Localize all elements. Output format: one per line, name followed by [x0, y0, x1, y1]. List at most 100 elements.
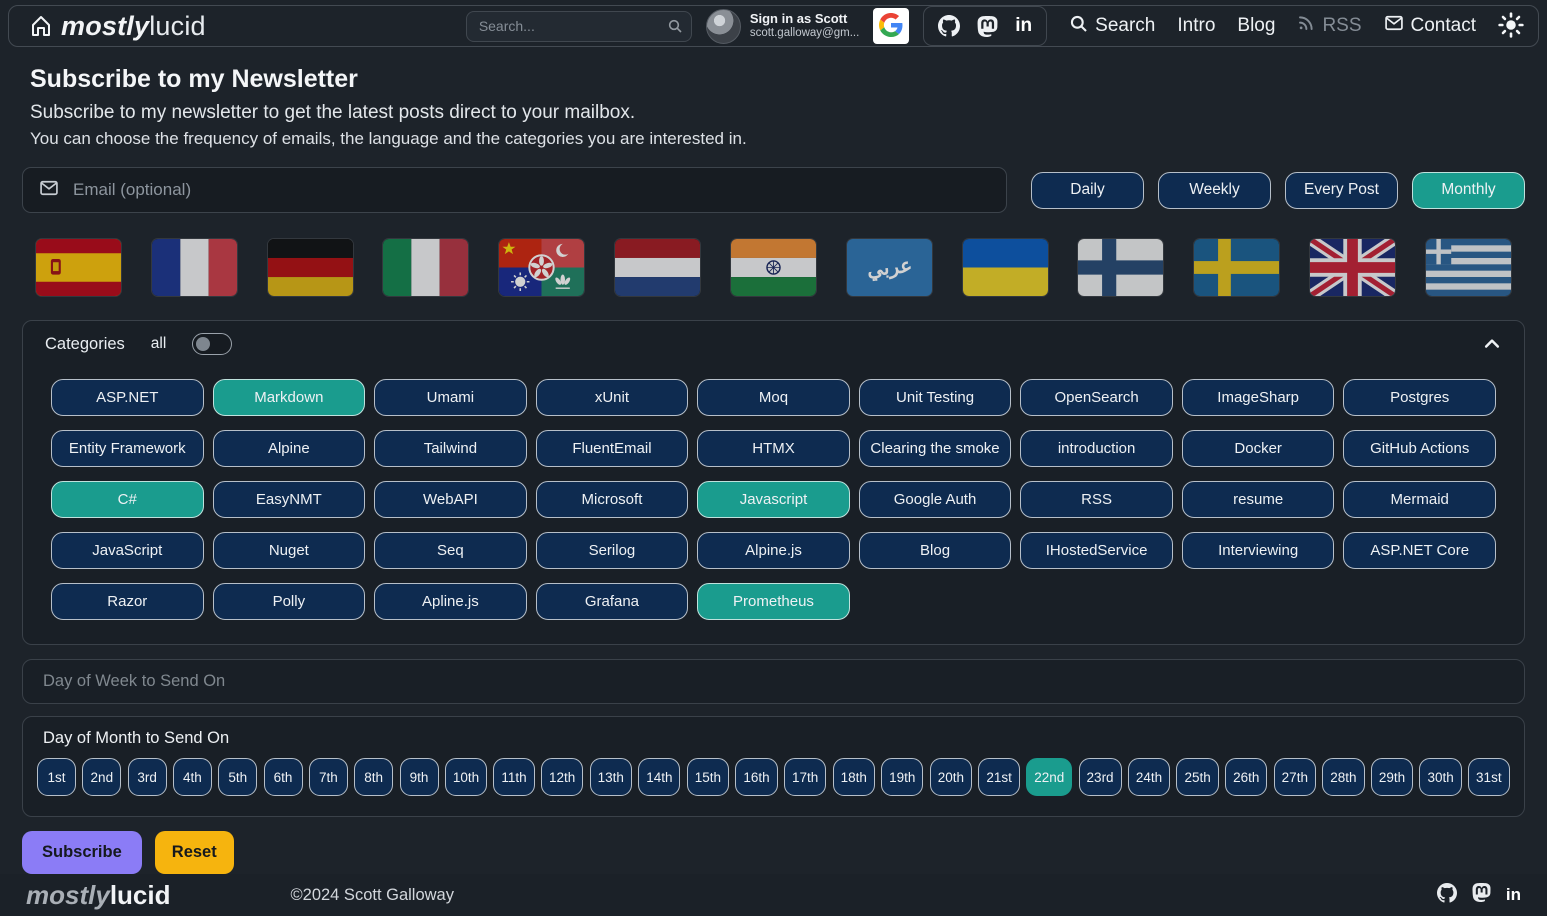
nav-contact-link[interactable]: Contact	[1384, 13, 1476, 39]
day-8th[interactable]: 8th	[354, 758, 394, 796]
day-26th[interactable]: 26th	[1225, 758, 1268, 796]
category-xunit[interactable]: xUnit	[535, 379, 689, 416]
day-17th[interactable]: 17th	[783, 758, 827, 796]
day-1st[interactable]: 1st	[37, 758, 76, 796]
reset-button[interactable]: Reset	[154, 831, 234, 874]
category-htmx[interactable]: HTMX	[697, 430, 850, 467]
day-7th[interactable]: 7th	[308, 758, 348, 796]
categories-all-toggle[interactable]	[192, 333, 233, 355]
day-16th[interactable]: 16th	[735, 758, 778, 796]
signin-widget[interactable]: Sign in as Scott scott.galloway@gm...	[705, 8, 859, 44]
category-apline-js[interactable]: Apline.js	[374, 583, 527, 620]
day-4th[interactable]: 4th	[172, 758, 212, 796]
category-microsoft[interactable]: Microsoft	[535, 481, 689, 518]
day-11th[interactable]: 11th	[493, 758, 535, 796]
greek-flag-icon[interactable]	[1425, 239, 1511, 296]
category-easynmt[interactable]: EasyNMT	[212, 481, 366, 518]
category-tailwind[interactable]: Tailwind	[374, 430, 527, 467]
day-23rd[interactable]: 23rd	[1078, 758, 1122, 796]
category-docker[interactable]: Docker	[1181, 430, 1335, 467]
german-flag-icon[interactable]	[267, 239, 353, 296]
day-3rd[interactable]: 3rd	[127, 758, 167, 796]
category-imagesharp[interactable]: ImageSharp	[1181, 379, 1335, 416]
category-seq[interactable]: Seq	[374, 532, 527, 569]
day-14th[interactable]: 14th	[638, 758, 681, 796]
mastodon-icon[interactable]	[977, 15, 998, 37]
frequency-monthly[interactable]: Monthly	[1412, 171, 1525, 209]
dutch-flag-icon[interactable]	[615, 239, 701, 296]
chevron-up-icon[interactable]	[1482, 334, 1502, 354]
category-c[interactable]: C#	[51, 481, 204, 518]
category-resume[interactable]: resume	[1181, 481, 1335, 518]
category-serilog[interactable]: Serilog	[535, 532, 689, 569]
category-polly[interactable]: Polly	[212, 583, 366, 620]
italian-flag-icon[interactable]	[383, 239, 469, 296]
category-razor[interactable]: Razor	[51, 583, 204, 620]
category-grafana[interactable]: Grafana	[535, 583, 689, 620]
category-interviewing[interactable]: Interviewing	[1181, 532, 1335, 569]
linkedin-icon[interactable]: in	[1505, 885, 1521, 904]
category-blog[interactable]: Blog	[858, 532, 1012, 569]
nav-rss-link[interactable]: RSS	[1297, 14, 1362, 38]
category-umami[interactable]: Umami	[374, 379, 527, 416]
day-9th[interactable]: 9th	[399, 758, 439, 796]
day-of-week-section[interactable]: Day of Week to Send On	[22, 659, 1525, 704]
category-prometheus[interactable]: Prometheus	[697, 583, 850, 620]
ukrainian-flag-icon[interactable]	[962, 239, 1048, 296]
mastodon-icon[interactable]	[1472, 883, 1491, 907]
frequency-every-post[interactable]: Every Post	[1285, 171, 1398, 209]
day-13th[interactable]: 13th	[589, 758, 632, 796]
day-29th[interactable]: 29th	[1370, 758, 1414, 796]
category-introduction[interactable]: introduction	[1020, 430, 1173, 467]
category-webapi[interactable]: WebAPI	[374, 481, 527, 518]
frequency-weekly[interactable]: Weekly	[1158, 171, 1271, 209]
category-moq[interactable]: Moq	[697, 379, 850, 416]
nav-search-link[interactable]: Search	[1069, 14, 1155, 39]
subscribe-button[interactable]: Subscribe	[22, 831, 142, 874]
category-javascript[interactable]: JavaScript	[51, 532, 204, 569]
day-18th[interactable]: 18th	[832, 758, 875, 796]
finnish-flag-icon[interactable]	[1078, 239, 1164, 296]
category-opensearch[interactable]: OpenSearch	[1020, 379, 1173, 416]
nav-blog-link[interactable]: Blog	[1237, 15, 1275, 37]
category-postgres[interactable]: Postgres	[1343, 379, 1496, 416]
french-flag-icon[interactable]	[151, 239, 237, 296]
email-input[interactable]	[73, 180, 990, 200]
category-unit-testing[interactable]: Unit Testing	[858, 379, 1012, 416]
day-10th[interactable]: 10th	[444, 758, 488, 796]
search-input[interactable]	[465, 10, 692, 42]
category-rss[interactable]: RSS	[1020, 481, 1173, 518]
category-entity-framework[interactable]: Entity Framework	[51, 430, 204, 467]
day-12th[interactable]: 12th	[541, 758, 584, 796]
category-mermaid[interactable]: Mermaid	[1343, 481, 1496, 518]
day-24th[interactable]: 24th	[1127, 758, 1171, 796]
day-28th[interactable]: 28th	[1322, 758, 1365, 796]
day-5th[interactable]: 5th	[218, 758, 258, 796]
day-22nd[interactable]: 22nd	[1026, 758, 1073, 796]
category-clearing-the-smoke[interactable]: Clearing the smoke	[858, 430, 1012, 467]
day-19th[interactable]: 19th	[881, 758, 924, 796]
category-ihostedservice[interactable]: IHostedService	[1020, 532, 1173, 569]
arabic-flag-icon[interactable]: عربي	[846, 239, 932, 296]
day-20th[interactable]: 20th	[929, 758, 973, 796]
frequency-daily[interactable]: Daily	[1031, 171, 1144, 209]
day-21st[interactable]: 21st	[978, 758, 1020, 796]
day-15th[interactable]: 15th	[686, 758, 730, 796]
github-icon[interactable]	[1436, 882, 1457, 908]
theme-toggle-button[interactable]	[1498, 11, 1524, 41]
category-github-actions[interactable]: GitHub Actions	[1343, 430, 1496, 467]
category-fluentemail[interactable]: FluentEmail	[535, 430, 689, 467]
category-markdown[interactable]: Markdown	[212, 379, 366, 416]
category-alpine-js[interactable]: Alpine.js	[697, 532, 850, 569]
day-30th[interactable]: 30th	[1419, 758, 1462, 796]
linkedin-icon[interactable]: in	[1015, 15, 1033, 36]
category-javascript[interactable]: Javascript	[697, 481, 850, 518]
category-asp-net-core[interactable]: ASP.NET Core	[1343, 532, 1496, 569]
day-2nd[interactable]: 2nd	[82, 758, 122, 796]
uk-flag-icon[interactable]	[1310, 239, 1396, 296]
google-signin-button[interactable]	[873, 8, 910, 44]
day-25th[interactable]: 25th	[1176, 758, 1219, 796]
day-27th[interactable]: 27th	[1273, 758, 1316, 796]
day-31st[interactable]: 31st	[1468, 758, 1510, 796]
category-asp-net[interactable]: ASP.NET	[51, 379, 204, 416]
